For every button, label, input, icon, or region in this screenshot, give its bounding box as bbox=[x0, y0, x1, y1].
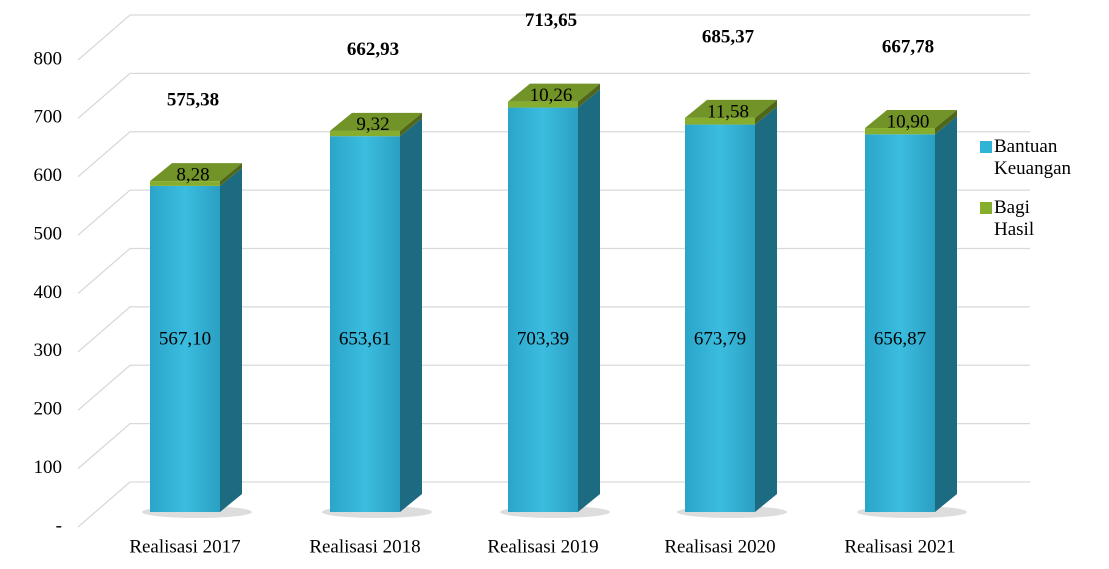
value-label: 10,90 bbox=[887, 111, 930, 132]
value-label: 567,10 bbox=[159, 328, 211, 349]
total-label: 667,78 bbox=[882, 36, 934, 57]
x-tick-label: Realisasi 2019 bbox=[487, 536, 598, 557]
value-label: 653,61 bbox=[339, 328, 391, 349]
y-tick-label: 600 bbox=[34, 165, 63, 186]
legend-label: Bantuan Keuangan bbox=[994, 136, 1072, 179]
y-tick-label: 800 bbox=[34, 48, 63, 69]
total-label: 575,38 bbox=[167, 90, 219, 111]
legend-swatch bbox=[980, 202, 992, 214]
value-label: 9,32 bbox=[356, 114, 389, 135]
bar-face bbox=[330, 136, 400, 512]
bar-segment bbox=[685, 99, 777, 125]
y-tick-label: 300 bbox=[34, 340, 63, 361]
bar-segment bbox=[330, 112, 422, 137]
value-label: 673,79 bbox=[694, 328, 746, 349]
bar-segment bbox=[865, 116, 957, 513]
bar-face bbox=[578, 83, 600, 108]
value-label: 8,28 bbox=[176, 165, 209, 186]
bar-face bbox=[865, 128, 935, 135]
bar-face bbox=[508, 83, 600, 102]
bar-segment bbox=[150, 163, 242, 186]
total-label: 662,93 bbox=[347, 39, 399, 60]
legend-swatch bbox=[980, 141, 992, 153]
bar-face bbox=[220, 167, 242, 513]
grid-line bbox=[77, 72, 1030, 119]
bar-face bbox=[755, 106, 777, 513]
bar-segment bbox=[150, 167, 242, 513]
value-label: 10,26 bbox=[530, 85, 573, 106]
legend-item: Bagi Hasil bbox=[980, 197, 1040, 241]
bar-face bbox=[150, 185, 220, 513]
bar-face bbox=[508, 107, 578, 512]
x-tick-label: Realisasi 2021 bbox=[844, 536, 955, 557]
y-tick-label: 100 bbox=[34, 457, 63, 478]
bar-face bbox=[685, 99, 777, 118]
value-label: 703,39 bbox=[517, 328, 569, 349]
bar-segment bbox=[330, 118, 422, 512]
legend-item: Bantuan Keuangan bbox=[980, 136, 1105, 180]
x-tick-label: Realisasi 2020 bbox=[664, 536, 775, 557]
bar-face bbox=[150, 181, 220, 186]
bar-segment bbox=[865, 110, 957, 135]
bar-face bbox=[935, 110, 957, 135]
y-tick-label: 500 bbox=[34, 223, 63, 244]
legend-label: Bagi Hasil bbox=[994, 197, 1035, 240]
x-tick-label: Realisasi 2017 bbox=[129, 536, 240, 557]
bar-face bbox=[220, 163, 242, 186]
bar-segment bbox=[508, 83, 600, 108]
y-tick-label: 400 bbox=[34, 282, 63, 303]
y-tick-label: 700 bbox=[34, 107, 63, 128]
y-tick-label: 200 bbox=[34, 399, 63, 420]
bar-face bbox=[508, 101, 578, 108]
value-label: 11,58 bbox=[707, 101, 749, 122]
total-label: 713,65 bbox=[525, 10, 577, 31]
bar-face bbox=[150, 163, 242, 182]
bar-segment bbox=[508, 89, 600, 512]
bar-face bbox=[400, 118, 422, 512]
bar-face bbox=[935, 116, 957, 513]
bar-face bbox=[330, 130, 400, 137]
bar-face bbox=[865, 134, 935, 512]
bar-face bbox=[400, 112, 422, 137]
bar-face bbox=[685, 124, 755, 513]
total-label: 685,37 bbox=[702, 26, 755, 47]
bar-face bbox=[330, 112, 422, 131]
y-tick-label: - bbox=[56, 515, 62, 536]
bar-face bbox=[755, 99, 777, 125]
value-label: 656,87 bbox=[874, 328, 926, 349]
bar-face bbox=[578, 89, 600, 512]
bar-segment bbox=[685, 106, 777, 513]
x-tick-label: Realisasi 2018 bbox=[309, 536, 420, 557]
grid-line bbox=[77, 14, 1030, 61]
bar-face bbox=[685, 117, 755, 125]
bar-face bbox=[865, 110, 957, 129]
